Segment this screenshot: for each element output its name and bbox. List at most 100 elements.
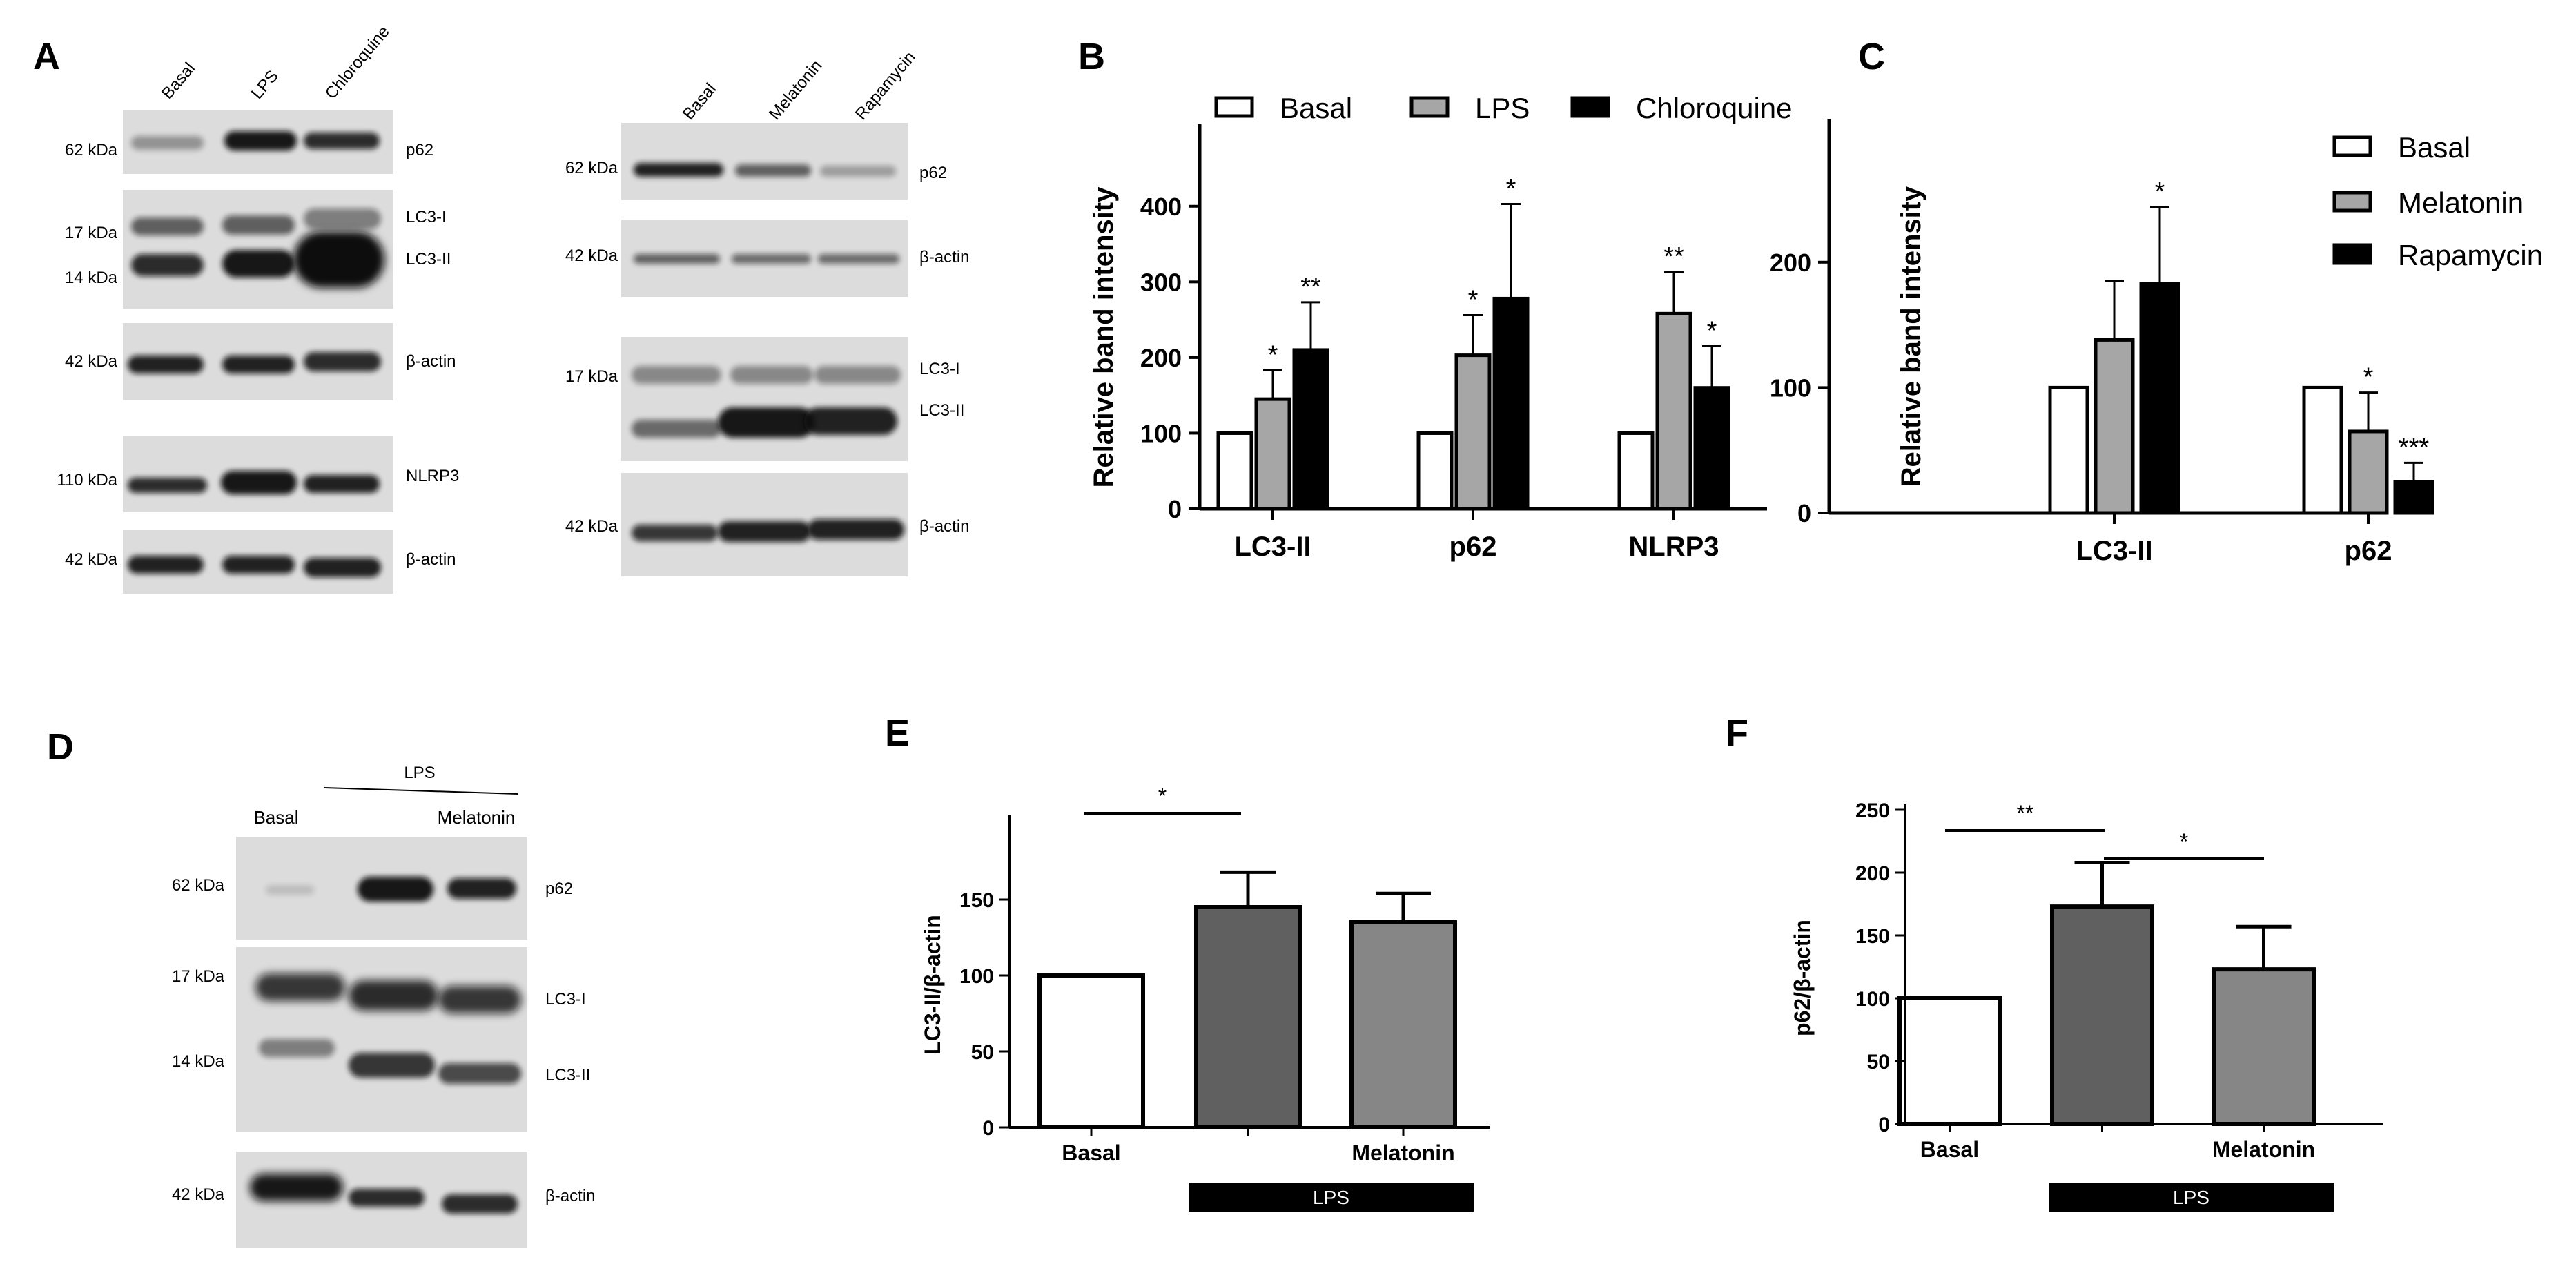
y-axis-label: LC3-II/β-actin [920, 915, 945, 1055]
x-tick-label: Basal [1920, 1137, 1979, 1162]
blot-band [128, 478, 207, 493]
y-tick-label: 100 [1770, 373, 1811, 402]
lane-label: Rapamycin [852, 48, 919, 124]
blot-strip [236, 1152, 527, 1248]
chart-bar [1655, 311, 1692, 511]
chart-bar [1454, 353, 1492, 511]
blot-band [259, 1039, 335, 1057]
significance-label: * [1506, 174, 1516, 203]
chart-bar [1292, 348, 1329, 511]
legend-label: Basal [2398, 131, 2470, 164]
blot-band [735, 164, 811, 177]
panel-d: D LPS Basal Melatonin 62 kDa p62 17 kDa 14 kDa L… [47, 726, 596, 1248]
chart-bar [1194, 905, 1302, 1129]
blot-band [438, 986, 521, 1013]
protein-label: β-actin [919, 517, 970, 536]
y-tick-label: 400 [1140, 193, 1182, 221]
x-tick-label: Melatonin [2212, 1137, 2315, 1162]
legend-label: LPS [1475, 92, 1530, 124]
blot-band [250, 1174, 343, 1201]
blot-strip [123, 190, 393, 309]
protein-label: NLRP3 [406, 467, 459, 485]
blot-band [304, 558, 381, 577]
kda-label: 14 kDa [172, 1052, 225, 1071]
blot-band [131, 254, 204, 276]
chart-bar [2139, 282, 2180, 515]
blot-band [718, 407, 814, 438]
kda-label: 110 kDa [57, 471, 117, 489]
chart-bar [1693, 386, 1730, 511]
kda-label: 17 kDa [565, 367, 618, 386]
legend-swatch [2332, 135, 2372, 157]
blot-band [128, 556, 204, 574]
blot-strip [621, 123, 908, 200]
protein-label: β-actin [919, 248, 970, 266]
y-tick-label: 200 [1855, 862, 1890, 885]
protein-label: LC3-II [406, 250, 451, 269]
y-tick-label: 100 [1140, 419, 1182, 447]
blot-band [804, 407, 897, 435]
blot-band [128, 356, 204, 373]
blot-band [222, 356, 295, 373]
blot-strip [123, 323, 393, 400]
significance-label: * [1707, 316, 1717, 345]
blot-band [358, 877, 433, 902]
blot-band [818, 254, 899, 264]
legend-swatch [1570, 96, 1610, 118]
blot-band [224, 131, 297, 150]
y-axis-label: Relative band intensity [1896, 186, 1926, 487]
blot-strip [621, 473, 908, 576]
blot-band [732, 254, 811, 264]
blot-band [304, 352, 381, 371]
y-tick-label: 150 [1855, 925, 1890, 948]
y-tick-label: 0 [982, 1117, 994, 1140]
protein-label: p62 [545, 880, 573, 898]
significance-label: * [2180, 829, 2188, 854]
lane-label: Basal [158, 59, 199, 103]
protein-label: LC3-I [406, 208, 447, 226]
chart-bar [2348, 429, 2389, 515]
y-tick-label: 150 [959, 889, 994, 912]
blot-band [349, 1053, 435, 1078]
protein-label: LC3-II [545, 1066, 590, 1085]
kda-label: 62 kDa [65, 141, 118, 159]
lane-label: LPS [248, 67, 282, 103]
significance-label: ** [1300, 273, 1321, 302]
lane-label: Chloroquine [322, 22, 393, 102]
significance-label: * [2155, 177, 2165, 206]
blot-background [621, 337, 908, 461]
group-label: LPS [2173, 1187, 2209, 1208]
blot-band [632, 420, 721, 438]
x-tick-label: p62 [1450, 532, 1497, 562]
lane-label: Basal [679, 80, 720, 124]
significance-label: *** [2399, 433, 2430, 462]
blot-band [349, 1189, 425, 1207]
blot-band [131, 217, 204, 235]
significance-label: * [1268, 341, 1278, 370]
kda-label: 14 kDa [65, 269, 118, 287]
chart-bar [2302, 385, 2343, 515]
chart-bar [2094, 338, 2135, 515]
blot-band [814, 366, 901, 384]
chart-bar [1416, 431, 1454, 511]
protein-label: LC3-I [919, 360, 960, 378]
legend-label: Chloroquine [1636, 92, 1793, 124]
panel-f-chart: F 0 50 100 150 200 250 Basal Melatonin p62/β-acti… [1726, 712, 2383, 1212]
y-tick-label: 0 [1168, 495, 1182, 523]
chart-bar [1254, 397, 1291, 511]
panel-letter: E [885, 712, 910, 754]
x-tick-label: NLRP3 [1628, 532, 1719, 562]
y-tick-label: 100 [1855, 988, 1890, 1011]
panel-letter: A [33, 36, 60, 77]
kda-label: 42 kDa [172, 1185, 225, 1204]
blot-strip [621, 220, 908, 297]
y-tick-label: 200 [1770, 249, 1811, 277]
legend-label: Melatonin [2398, 186, 2524, 219]
treatment-label: LPS [404, 764, 435, 782]
significance-label: * [2363, 363, 2374, 392]
blot-band [266, 885, 314, 895]
x-tick-label: LC3-II [2076, 536, 2152, 566]
panel-letter: B [1078, 36, 1105, 77]
blot-band [632, 525, 718, 541]
